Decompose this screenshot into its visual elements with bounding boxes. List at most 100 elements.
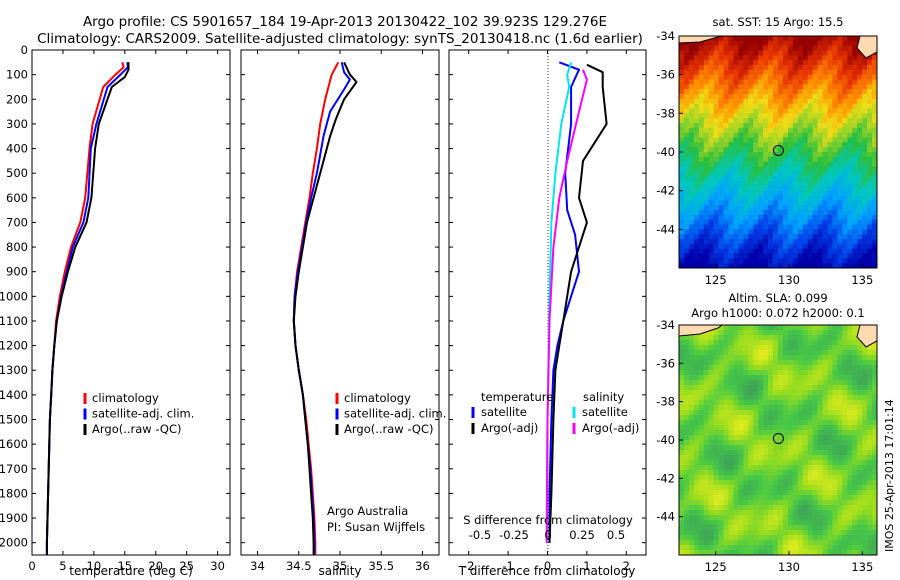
heatmap-cell — [787, 185, 794, 191]
heatmap-cell — [723, 500, 729, 506]
heatmap-cell — [683, 360, 690, 366]
heatmap-cell — [723, 36, 729, 42]
heatmap-cell — [688, 385, 695, 391]
heatmap-cell — [773, 65, 779, 71]
heatmap-cell — [679, 390, 685, 396]
heatmap-cell — [787, 410, 794, 416]
heatmap-cell — [743, 171, 749, 177]
heatmap-cell — [872, 171, 878, 177]
heatmap-cell — [817, 152, 823, 158]
heatmap-cell — [817, 500, 823, 506]
heatmap-cell — [693, 465, 700, 471]
heatmap-cell — [807, 475, 813, 481]
heatmap-cell — [857, 219, 863, 225]
heatmap-cell — [708, 69, 714, 75]
heatmap-cell — [872, 79, 878, 85]
heatmap-cell — [817, 345, 823, 351]
heatmap-cell — [763, 152, 769, 158]
heatmap-cell — [718, 248, 724, 254]
heatmap-cell — [693, 540, 700, 546]
heatmap-cell — [708, 415, 714, 421]
heatmap-cell — [802, 156, 808, 162]
heatmap-cell — [728, 350, 734, 356]
heatmap-cell — [748, 430, 754, 436]
heatmap-cell — [837, 98, 843, 104]
heatmap-cell — [703, 365, 709, 371]
heatmap-cell — [733, 480, 739, 486]
heatmap-cell — [758, 98, 764, 104]
heatmap-cell — [708, 385, 714, 391]
heatmap-cell — [763, 190, 769, 196]
heatmap-cell — [688, 360, 695, 366]
heatmap-cell — [857, 525, 863, 531]
heatmap-cell — [797, 500, 804, 506]
heatmap-cell — [763, 156, 769, 162]
heatmap-cell — [758, 410, 764, 416]
heatmap-cell — [703, 234, 709, 240]
heatmap-cell — [802, 243, 808, 249]
heatmap-cell — [827, 545, 833, 551]
heatmap-cell — [688, 405, 695, 411]
heatmap-cell — [703, 60, 709, 66]
heatmap-cell — [718, 490, 724, 496]
legend-label: Argo(..raw -QC) — [92, 422, 182, 436]
heatmap-cell — [867, 89, 873, 95]
heatmap-cell — [693, 430, 700, 436]
heatmap-cell — [872, 485, 878, 491]
heatmap-cell — [778, 132, 784, 138]
heatmap-cell — [857, 485, 863, 491]
heatmap-cell — [738, 243, 744, 249]
heatmap-cell — [867, 485, 873, 491]
heatmap-cell — [698, 147, 705, 153]
heatmap-cell — [693, 460, 700, 466]
heatmap-cell — [862, 263, 868, 269]
heatmap-cell — [817, 94, 823, 100]
heatmap-cell — [822, 113, 828, 119]
heatmap-cell — [797, 65, 804, 71]
heatmap-cell — [782, 79, 789, 85]
heatmap-cell — [768, 50, 774, 56]
heatmap-cell — [787, 113, 794, 119]
heatmap-cell — [812, 50, 818, 56]
heatmap-cell — [812, 45, 818, 51]
heatmap-cell — [688, 335, 695, 341]
heatmap-cell — [679, 510, 685, 516]
heatmap-cell — [807, 510, 813, 516]
heatmap-cell — [723, 253, 729, 259]
heatmap-cell — [698, 450, 705, 456]
heatmap-cell — [837, 137, 843, 143]
heatmap-cell — [857, 137, 863, 143]
heatmap-cell — [797, 490, 804, 496]
heatmap-cell — [728, 181, 734, 187]
heatmap-cell — [797, 142, 804, 148]
heatmap-cell — [827, 118, 833, 124]
heatmap-cell — [773, 214, 779, 220]
heatmap-cell — [857, 181, 863, 187]
heatmap-cell — [852, 152, 858, 158]
heatmap-cell — [847, 360, 853, 366]
heatmap-cell — [708, 94, 714, 100]
heatmap-cell — [693, 248, 700, 254]
heatmap-cell — [758, 445, 764, 451]
heatmap-cell — [703, 210, 709, 216]
heatmap-cell — [698, 263, 705, 269]
heatmap-cell — [832, 55, 838, 61]
heatmap-cell — [847, 55, 853, 61]
annotation-argo-australia: Argo Australia — [327, 504, 408, 518]
heatmap-cell — [723, 113, 729, 119]
heatmap-cell — [713, 195, 719, 201]
heatmap-cell — [718, 123, 724, 129]
heatmap-cell — [782, 405, 789, 411]
heatmap-cell — [797, 79, 804, 85]
heatmap-cell — [718, 94, 724, 100]
heatmap-cell — [753, 455, 759, 461]
heatmap-cell — [802, 350, 808, 356]
heatmap-cell — [812, 510, 818, 516]
heatmap-cell — [753, 475, 759, 481]
heatmap-cell — [768, 108, 774, 114]
heatmap-cell — [683, 455, 690, 461]
heatmap-cell — [713, 50, 719, 56]
heatmap-cell — [683, 40, 690, 46]
heatmap-cell — [817, 375, 823, 381]
heatmap-cell — [683, 45, 690, 51]
